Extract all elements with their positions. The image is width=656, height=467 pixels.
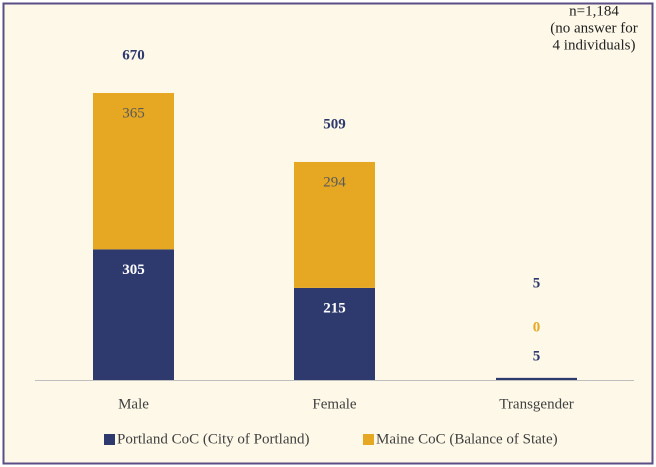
bar-segment <box>93 93 174 250</box>
x-tick-label: Male <box>118 396 149 412</box>
segment-label: 5 <box>533 348 541 364</box>
segment-label: 0 <box>533 319 541 335</box>
annotation: 4 individuals) <box>553 37 636 53</box>
total-label: 5 <box>533 275 541 291</box>
legend-swatch <box>363 434 374 445</box>
bar-segment <box>294 161 375 288</box>
x-tick-label: Female <box>312 396 356 412</box>
bar-segment <box>294 287 375 380</box>
legend-label: Portland CoC (City of Portland) <box>117 431 310 447</box>
annotation: (no answer for <box>550 20 637 36</box>
total-label: 509 <box>323 116 346 132</box>
segment-label: 305 <box>122 262 145 278</box>
segment-label: 365 <box>122 105 145 121</box>
legend-label: Maine CoC (Balance of State) <box>376 431 558 447</box>
bar-segment <box>496 377 577 380</box>
total-label: 670 <box>122 47 145 63</box>
bar-segment <box>93 249 174 380</box>
segment-label: 215 <box>323 300 346 316</box>
x-tick-label: Transgender <box>499 396 573 412</box>
segment-label: 294 <box>323 174 346 190</box>
legend-swatch <box>104 434 115 445</box>
annotation: n=1,184 <box>569 3 619 19</box>
